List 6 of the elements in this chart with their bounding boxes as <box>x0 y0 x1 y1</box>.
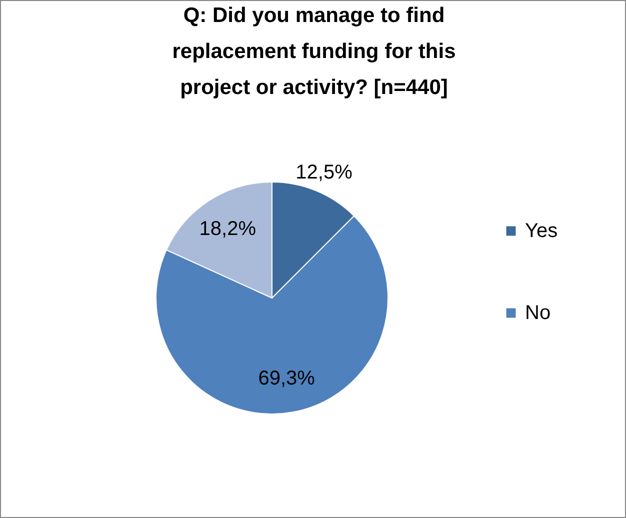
chart-title: Q: Did you manage to find replacement funding for this project or activity? [n=440] <box>172 4 456 99</box>
data-label: 12,5% <box>296 161 353 184</box>
legend-label: No <box>525 302 551 324</box>
data-label: 69,3% <box>258 368 316 390</box>
legend-label: Yes <box>525 220 558 242</box>
data-label: 18,2% <box>199 218 256 240</box>
